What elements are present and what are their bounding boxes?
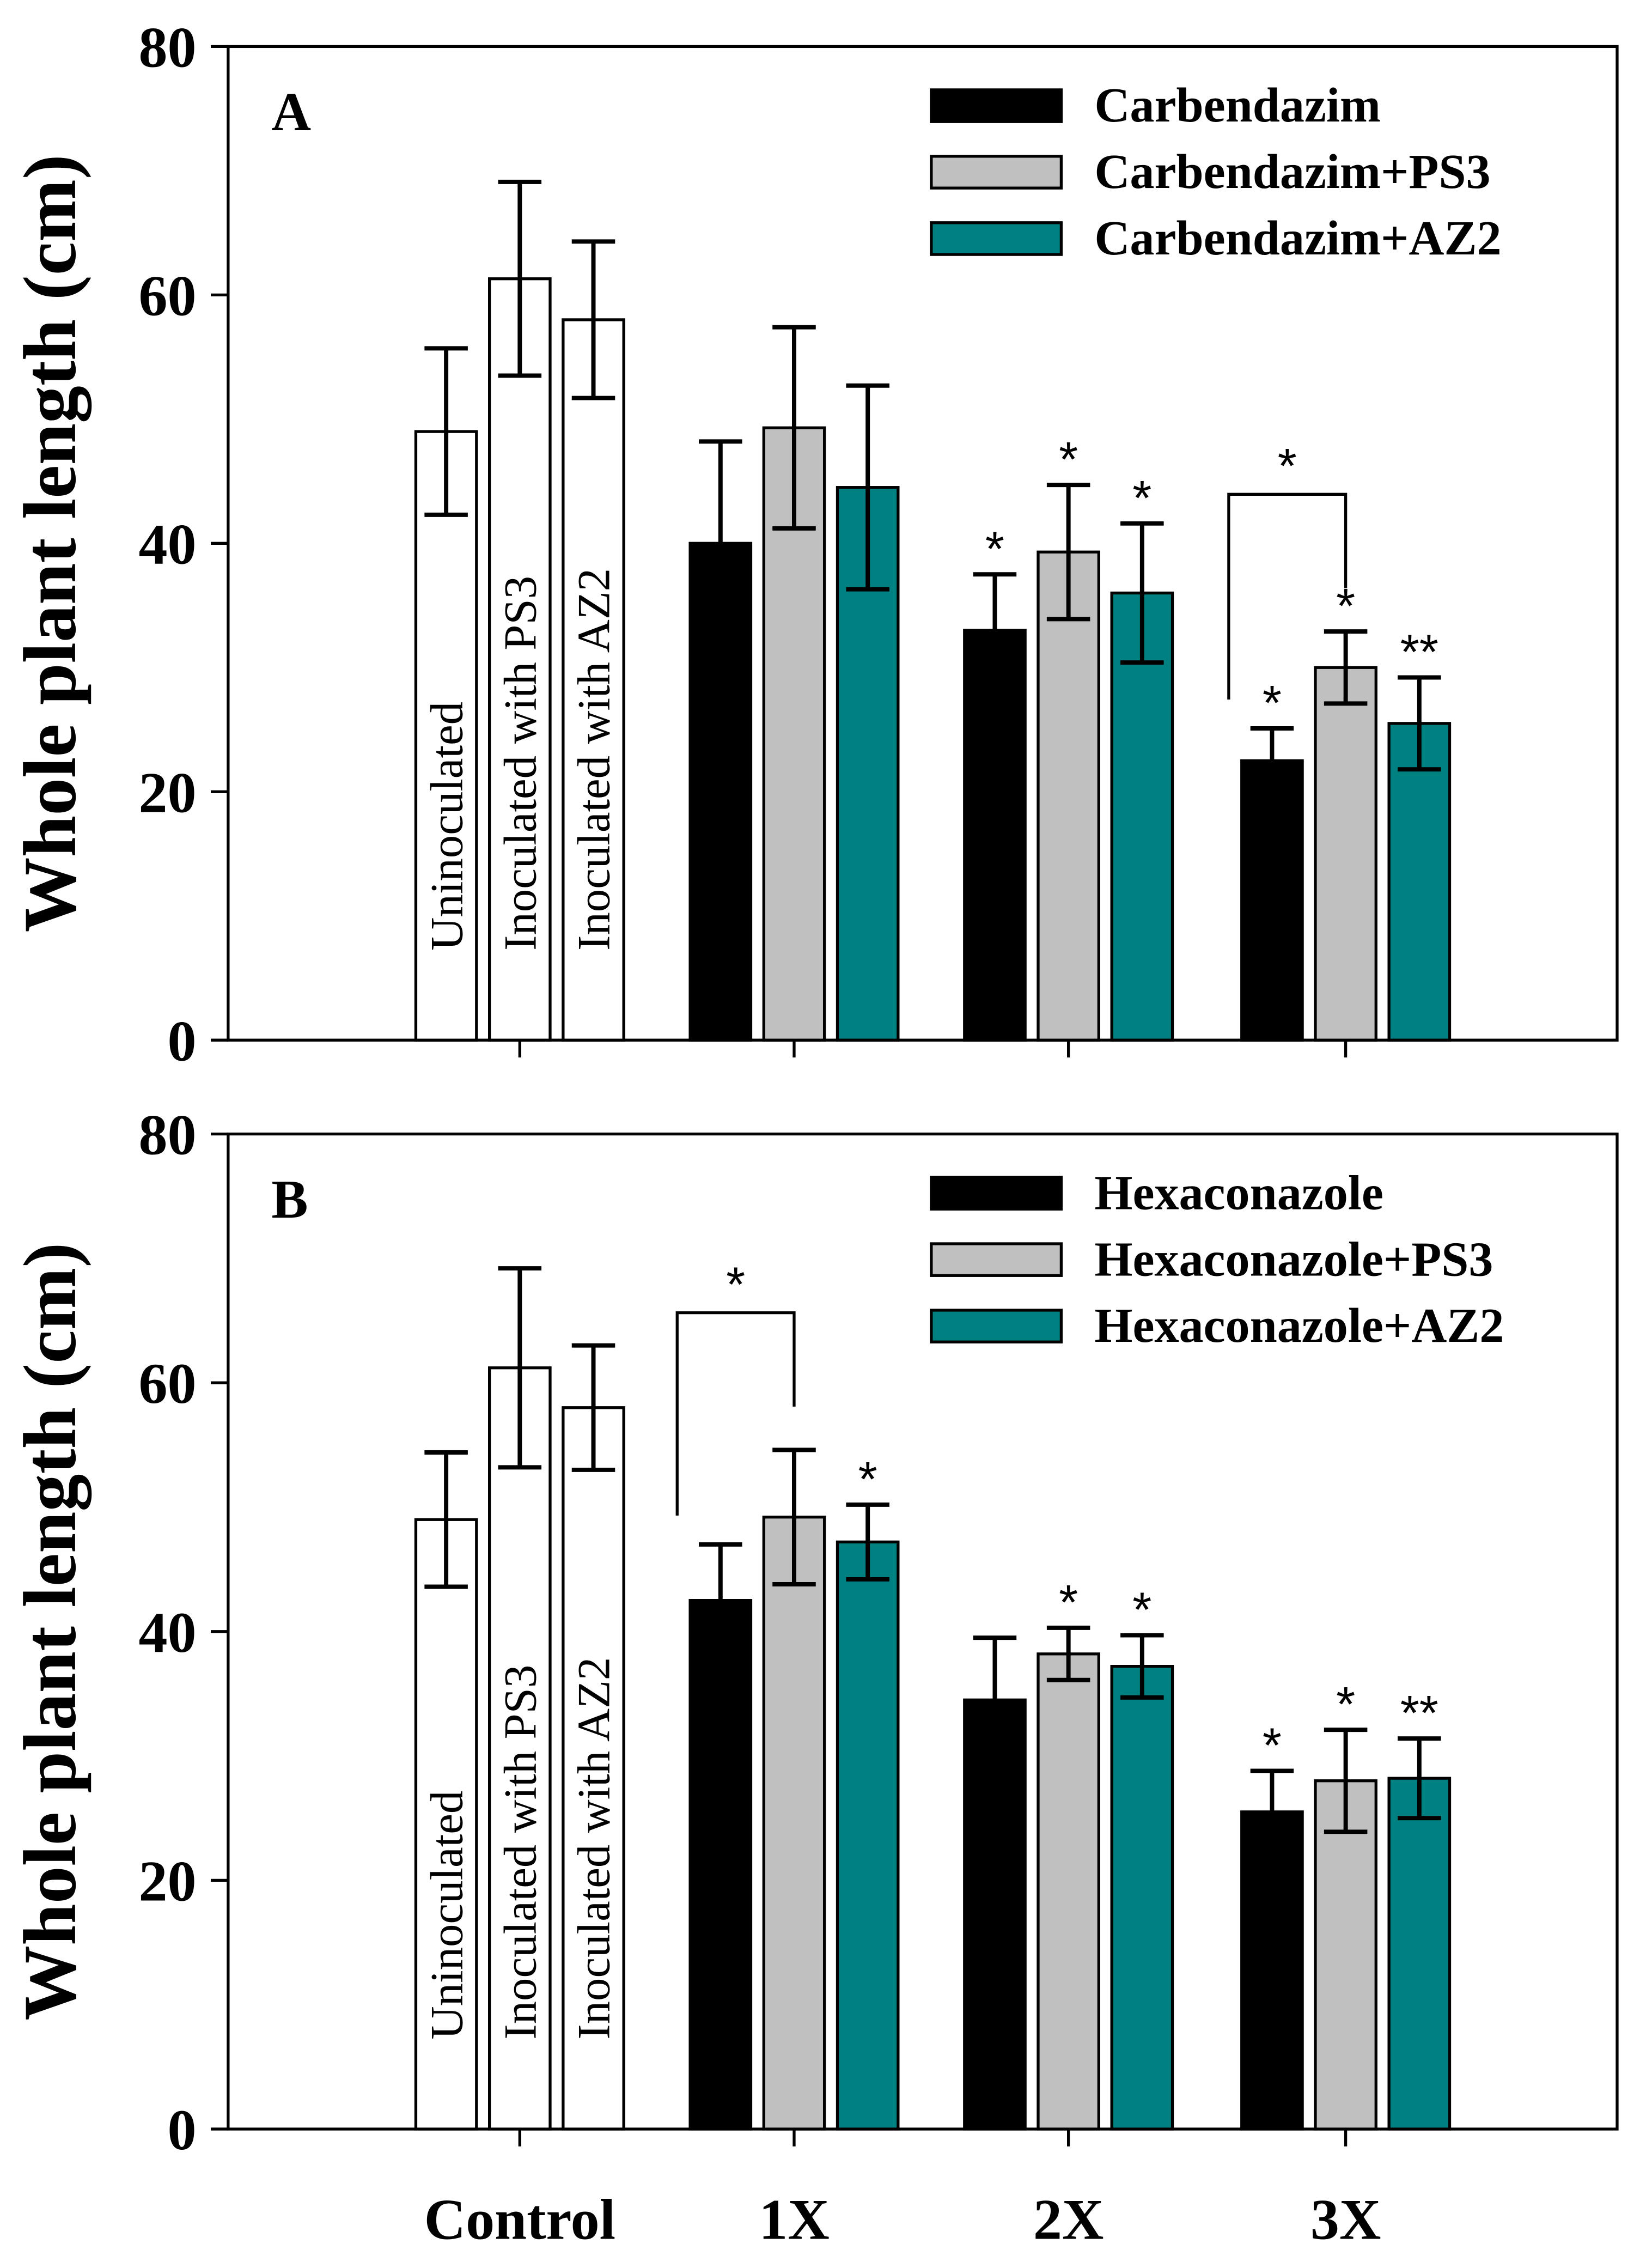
significance-mark: ** bbox=[1400, 625, 1438, 680]
y-tick-label: 60 bbox=[139, 1352, 197, 1415]
y-tick-label: 80 bbox=[139, 1103, 197, 1167]
significance-mark: * bbox=[858, 1452, 877, 1507]
significance-mark: * bbox=[1059, 1575, 1078, 1630]
bar bbox=[414, 430, 478, 1042]
y-axis-label: Whole plant length (cm) bbox=[8, 154, 92, 932]
bar bbox=[1037, 550, 1100, 1042]
panel-label: B bbox=[271, 1169, 308, 1230]
bracket-mark: * bbox=[726, 1257, 745, 1312]
legend-swatch bbox=[930, 88, 1063, 123]
bar bbox=[963, 629, 1027, 1042]
bar bbox=[487, 1366, 552, 2131]
panel-label: A bbox=[271, 81, 311, 142]
bar bbox=[414, 1518, 478, 2131]
x-tick-label: 2X bbox=[1033, 2187, 1104, 2251]
bar bbox=[1387, 722, 1452, 1042]
bar bbox=[1110, 1665, 1174, 2131]
significance-bracket bbox=[675, 1311, 796, 1516]
control-bar-label: Inoculated with PS3 bbox=[495, 576, 546, 951]
significance-mark: * bbox=[1263, 676, 1282, 731]
bar bbox=[1110, 591, 1174, 1042]
bar bbox=[1037, 1652, 1100, 2131]
control-bar-label: Inoculated with AZ2 bbox=[569, 1657, 620, 2040]
legend-label: Carbendazim bbox=[1094, 78, 1381, 132]
significance-mark: * bbox=[1263, 1718, 1282, 1773]
control-bar-label: Uninoculated bbox=[421, 702, 472, 951]
significance-mark: * bbox=[1059, 432, 1078, 487]
bar bbox=[836, 1540, 900, 2131]
bar bbox=[1240, 1810, 1304, 2131]
legend-swatch bbox=[930, 155, 1063, 190]
legend-label: Hexaconazole+AZ2 bbox=[1094, 1299, 1504, 1353]
bar bbox=[762, 1516, 826, 2131]
legend-label: Hexaconazole bbox=[1094, 1166, 1383, 1220]
significance-mark: * bbox=[1336, 1677, 1355, 1732]
y-tick-label: 0 bbox=[168, 1009, 197, 1073]
legend-swatch bbox=[930, 1176, 1063, 1211]
panel-a: 0 20 40 60 80 Whole plant length (cm) A Carbend… bbox=[8, 16, 1619, 1073]
bar bbox=[562, 1406, 625, 2131]
control-bar-label: Inoculated with AZ2 bbox=[569, 568, 620, 951]
x-tick-label: 1X bbox=[759, 2187, 830, 2251]
y-tick-label: 80 bbox=[139, 16, 197, 80]
y-tick-label: 20 bbox=[139, 1849, 197, 1913]
y-tick-label: 20 bbox=[139, 761, 197, 824]
significance-mark: ** bbox=[1400, 1686, 1438, 1741]
x-tick-label: 3X bbox=[1310, 2187, 1381, 2251]
bar bbox=[963, 1698, 1027, 2131]
legend-label: Hexaconazole+PS3 bbox=[1094, 1232, 1493, 1286]
x-tick-label: Control bbox=[424, 2187, 615, 2251]
legend-swatch bbox=[930, 1242, 1063, 1277]
legend-label: Carbendazim+PS3 bbox=[1094, 145, 1490, 199]
bar bbox=[1387, 1777, 1452, 2131]
legend-label: Carbendazim+AZ2 bbox=[1094, 211, 1501, 265]
panel-b: 0 20 40 60 80 Whole plant length (cm) B Hexacon… bbox=[8, 1103, 1619, 2251]
y-tick-label: 60 bbox=[139, 264, 197, 327]
y-axis-label: Whole plant length (cm) bbox=[8, 1243, 92, 2021]
significance-mark: * bbox=[1132, 471, 1151, 526]
bar bbox=[562, 318, 625, 1042]
control-bar-label: Inoculated with PS3 bbox=[495, 1665, 546, 2040]
bar bbox=[1314, 666, 1377, 1042]
significance-mark: * bbox=[1132, 1583, 1151, 1638]
legend-swatch bbox=[930, 221, 1063, 256]
y-tick-label: 0 bbox=[168, 2098, 197, 2162]
bracket-mark: * bbox=[1278, 439, 1297, 494]
bar bbox=[1240, 759, 1304, 1042]
bar bbox=[1314, 1779, 1377, 2131]
control-bar-label: Uninoculated bbox=[421, 1791, 472, 2040]
bar bbox=[688, 1598, 753, 2131]
significance-mark: * bbox=[985, 521, 1004, 576]
significance-bracket bbox=[1227, 492, 1348, 700]
y-tick-label: 40 bbox=[139, 1601, 197, 1664]
legend-swatch bbox=[930, 1309, 1063, 1343]
y-tick-label: 40 bbox=[139, 512, 197, 576]
